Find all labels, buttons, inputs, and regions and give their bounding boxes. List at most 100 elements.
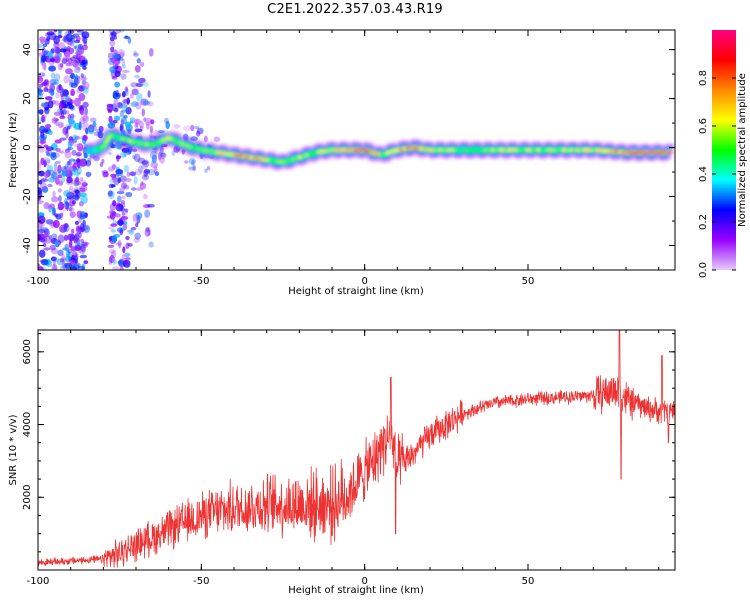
noise-blob xyxy=(73,186,82,194)
noise-blob xyxy=(43,202,50,210)
noise-blob xyxy=(46,164,54,173)
noise-blob xyxy=(76,167,82,175)
noise-blob xyxy=(110,229,117,233)
noise-blob xyxy=(75,53,82,60)
noise-blob xyxy=(120,119,125,127)
noise-blob xyxy=(57,188,62,193)
noise-blob xyxy=(85,171,92,178)
noise-blob xyxy=(58,195,62,203)
colorbar-ticks: 0.0 0.2 0.4 0.6 0.8 xyxy=(698,70,736,278)
noise-blob xyxy=(38,73,42,81)
x-tick-label: 0 xyxy=(361,576,367,587)
noise-blob xyxy=(53,30,58,33)
noise-blob xyxy=(52,258,57,267)
noise-blob xyxy=(38,200,44,204)
noise-blob xyxy=(148,241,154,248)
noise-blob xyxy=(65,68,73,75)
noise-blob xyxy=(118,30,125,33)
noise-blob xyxy=(78,217,82,224)
noise-blob xyxy=(109,36,115,42)
noise-blob xyxy=(79,179,87,187)
noise-blob xyxy=(59,48,67,53)
noise-blob xyxy=(51,264,58,270)
noise-blob xyxy=(127,37,132,44)
noise-blob xyxy=(53,81,58,85)
noise-blob xyxy=(129,171,137,177)
noise-blob xyxy=(173,124,181,129)
noise-blob xyxy=(64,201,70,210)
noise-blob xyxy=(53,111,61,116)
noise-blob xyxy=(83,224,91,233)
noise-blob xyxy=(82,35,88,44)
noise-blob xyxy=(54,240,59,247)
noise-blob xyxy=(138,77,146,83)
noise-blob xyxy=(44,232,49,238)
noise-blob xyxy=(59,137,67,141)
noise-blob xyxy=(53,213,59,217)
noise-blob xyxy=(39,181,47,191)
noise-blob xyxy=(87,127,95,135)
noise-blob xyxy=(80,76,88,81)
noise-blob xyxy=(82,66,87,70)
noise-blob xyxy=(113,98,119,105)
noise-blob xyxy=(72,59,79,68)
noise-blob xyxy=(38,43,43,49)
noise-blob xyxy=(78,185,82,194)
noise-blob xyxy=(131,187,137,191)
noise-blob xyxy=(73,66,81,74)
noise-blob xyxy=(59,115,66,120)
noise-blob xyxy=(120,182,127,189)
noise-blob xyxy=(119,110,124,118)
noise-blob xyxy=(82,81,90,90)
noise-blob xyxy=(149,125,153,134)
y-tick-label: 6000 xyxy=(22,339,33,364)
noise-blob xyxy=(68,240,73,249)
noise-blob xyxy=(134,168,143,176)
noise-blob xyxy=(74,135,81,140)
noise-blob xyxy=(43,79,49,86)
noise-blob xyxy=(48,203,55,209)
noise-blob xyxy=(44,235,52,244)
noise-blob xyxy=(45,150,53,154)
noise-blob xyxy=(54,47,61,54)
noise-blob xyxy=(154,171,160,177)
noise-blob xyxy=(42,242,47,247)
noise-blob xyxy=(107,58,114,66)
noise-blob xyxy=(49,58,56,63)
noise-blob xyxy=(47,183,53,188)
noise-blob xyxy=(71,254,75,261)
noise-blob xyxy=(45,159,51,164)
noise-blob xyxy=(110,46,115,53)
noise-blob xyxy=(126,171,131,177)
noise-blob xyxy=(115,89,119,98)
noise-blob xyxy=(78,43,84,50)
noise-blob xyxy=(48,235,52,240)
noise-blob xyxy=(68,171,74,178)
noise-blob xyxy=(51,233,58,240)
noise-blob xyxy=(64,255,71,263)
noise-blob xyxy=(117,49,126,58)
noise-blob xyxy=(150,119,155,125)
noise-blob xyxy=(121,58,126,66)
colorbar-tick-label: 0.4 xyxy=(698,166,709,182)
noise-blob xyxy=(42,157,51,166)
noise-blob xyxy=(121,254,125,261)
noise-blob xyxy=(130,82,138,88)
noise-blob xyxy=(196,127,204,135)
noise-blob xyxy=(80,238,84,244)
noise-blob xyxy=(121,91,126,98)
noise-blob xyxy=(59,109,63,119)
noise-blob xyxy=(68,158,76,162)
noise-blob xyxy=(59,265,64,270)
noise-blob xyxy=(74,255,79,264)
noise-blob xyxy=(134,128,143,133)
noise-blob xyxy=(41,72,46,77)
noise-blob xyxy=(38,249,46,258)
noise-blob xyxy=(121,208,128,216)
noise-blob xyxy=(159,157,165,164)
y-tick-label: -20 xyxy=(22,188,33,204)
snr-line xyxy=(38,330,675,568)
noise-blob xyxy=(124,257,131,261)
noise-blob xyxy=(120,200,125,205)
noise-blob xyxy=(108,256,113,265)
